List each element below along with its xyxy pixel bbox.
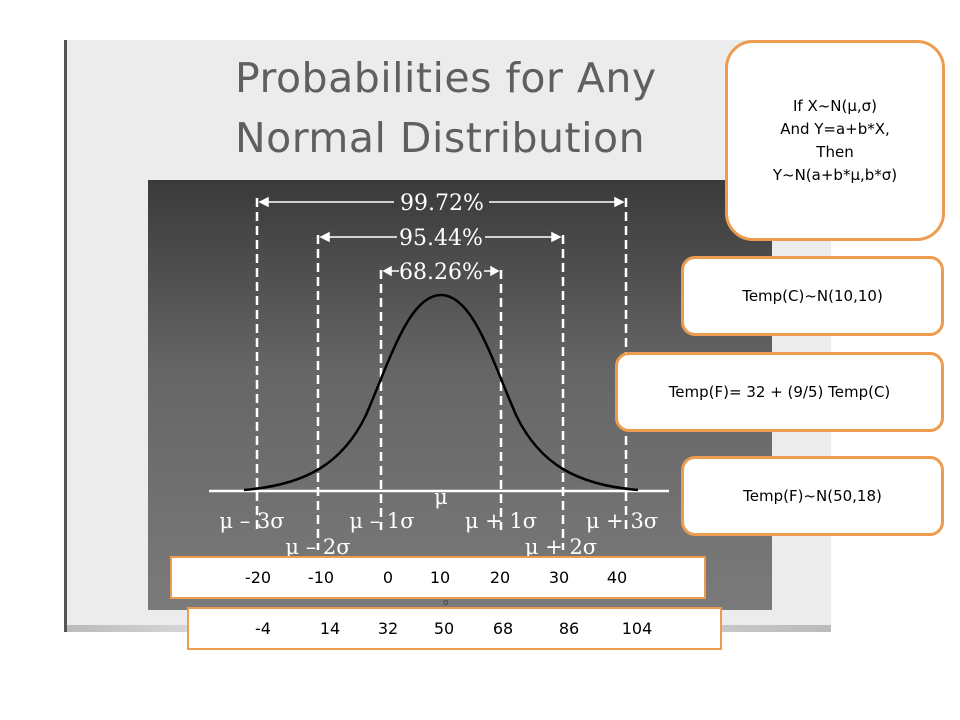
slide-title-line-2: Normal Distribution — [235, 114, 646, 162]
scale-value: 20 — [489, 568, 511, 587]
arrowhead — [258, 196, 269, 208]
band-label-99: 99.72% — [400, 191, 484, 216]
axis-label-plus-2-sigma: μ + 2σ — [525, 535, 597, 559]
fahrenheit-distribution-callout: Temp(F)~N(50,18) — [681, 456, 944, 536]
scale-value: -20 — [244, 568, 272, 587]
scale-value: 0 — [382, 568, 394, 587]
scale-value: 10 — [429, 568, 451, 587]
arrowhead — [382, 265, 392, 277]
band-label-68: 68.26% — [399, 260, 483, 285]
scale-value: -10 — [307, 568, 335, 587]
scale-value: 32 — [377, 619, 399, 638]
celsius-scale: -20 -10 0 10 20 30 40 — [170, 556, 706, 599]
arrowhead — [319, 231, 330, 243]
axis-label-minus-1-sigma: μ – 1σ — [349, 509, 414, 533]
degree-mark: o — [443, 598, 449, 608]
celsius-distribution-callout: Temp(C)~N(10,10) — [681, 256, 944, 336]
axis-label-minus-3-sigma: μ – 3σ — [219, 509, 284, 533]
scale-value: 104 — [621, 619, 653, 638]
normal-curve-diagram: 99.72% 95.44% 68.26% μ μ – 3σ μ – 1σ μ +… — [209, 191, 669, 559]
scale-value: 30 — [548, 568, 570, 587]
slide-title-line-1: Probabilities for Any — [235, 54, 657, 102]
scale-value: 86 — [558, 619, 580, 638]
axis-label-minus-2-sigma: μ – 2σ — [285, 535, 350, 559]
band-label-95: 95.44% — [399, 226, 483, 251]
callout-line: And Y=a+b*X, — [780, 119, 890, 138]
scale-value: 40 — [606, 568, 628, 587]
callout-line: If X~N(μ,σ) — [792, 96, 878, 115]
axis-label-mu: μ — [434, 485, 448, 509]
arrowhead — [490, 265, 500, 277]
scale-value: 50 — [433, 619, 455, 638]
linear-transform-callout: If X~N(μ,σ) And Y=a+b*X, Then Y~N(a+b*μ,… — [725, 40, 945, 241]
scale-value: 14 — [319, 619, 341, 638]
axis-label-plus-1-sigma: μ + 1σ — [465, 509, 537, 533]
conversion-formula-callout: Temp(F)= 32 + (9/5) Temp(C) — [615, 352, 944, 432]
slide-title: Probabilities for Any Normal Distributio… — [235, 48, 735, 168]
callout-line: Y~N(a+b*μ,b*σ) — [772, 165, 898, 184]
callout-line: Then — [816, 142, 854, 161]
fahrenheit-scale: -4 14 32 50 68 86 104 — [187, 607, 722, 650]
arrowhead — [614, 196, 625, 208]
arrowhead — [551, 231, 562, 243]
axis-label-plus-3-sigma: μ + 3σ — [586, 509, 658, 533]
scale-value: 68 — [492, 619, 514, 638]
scale-value: -4 — [255, 619, 271, 638]
bell-curve — [243, 293, 639, 492]
